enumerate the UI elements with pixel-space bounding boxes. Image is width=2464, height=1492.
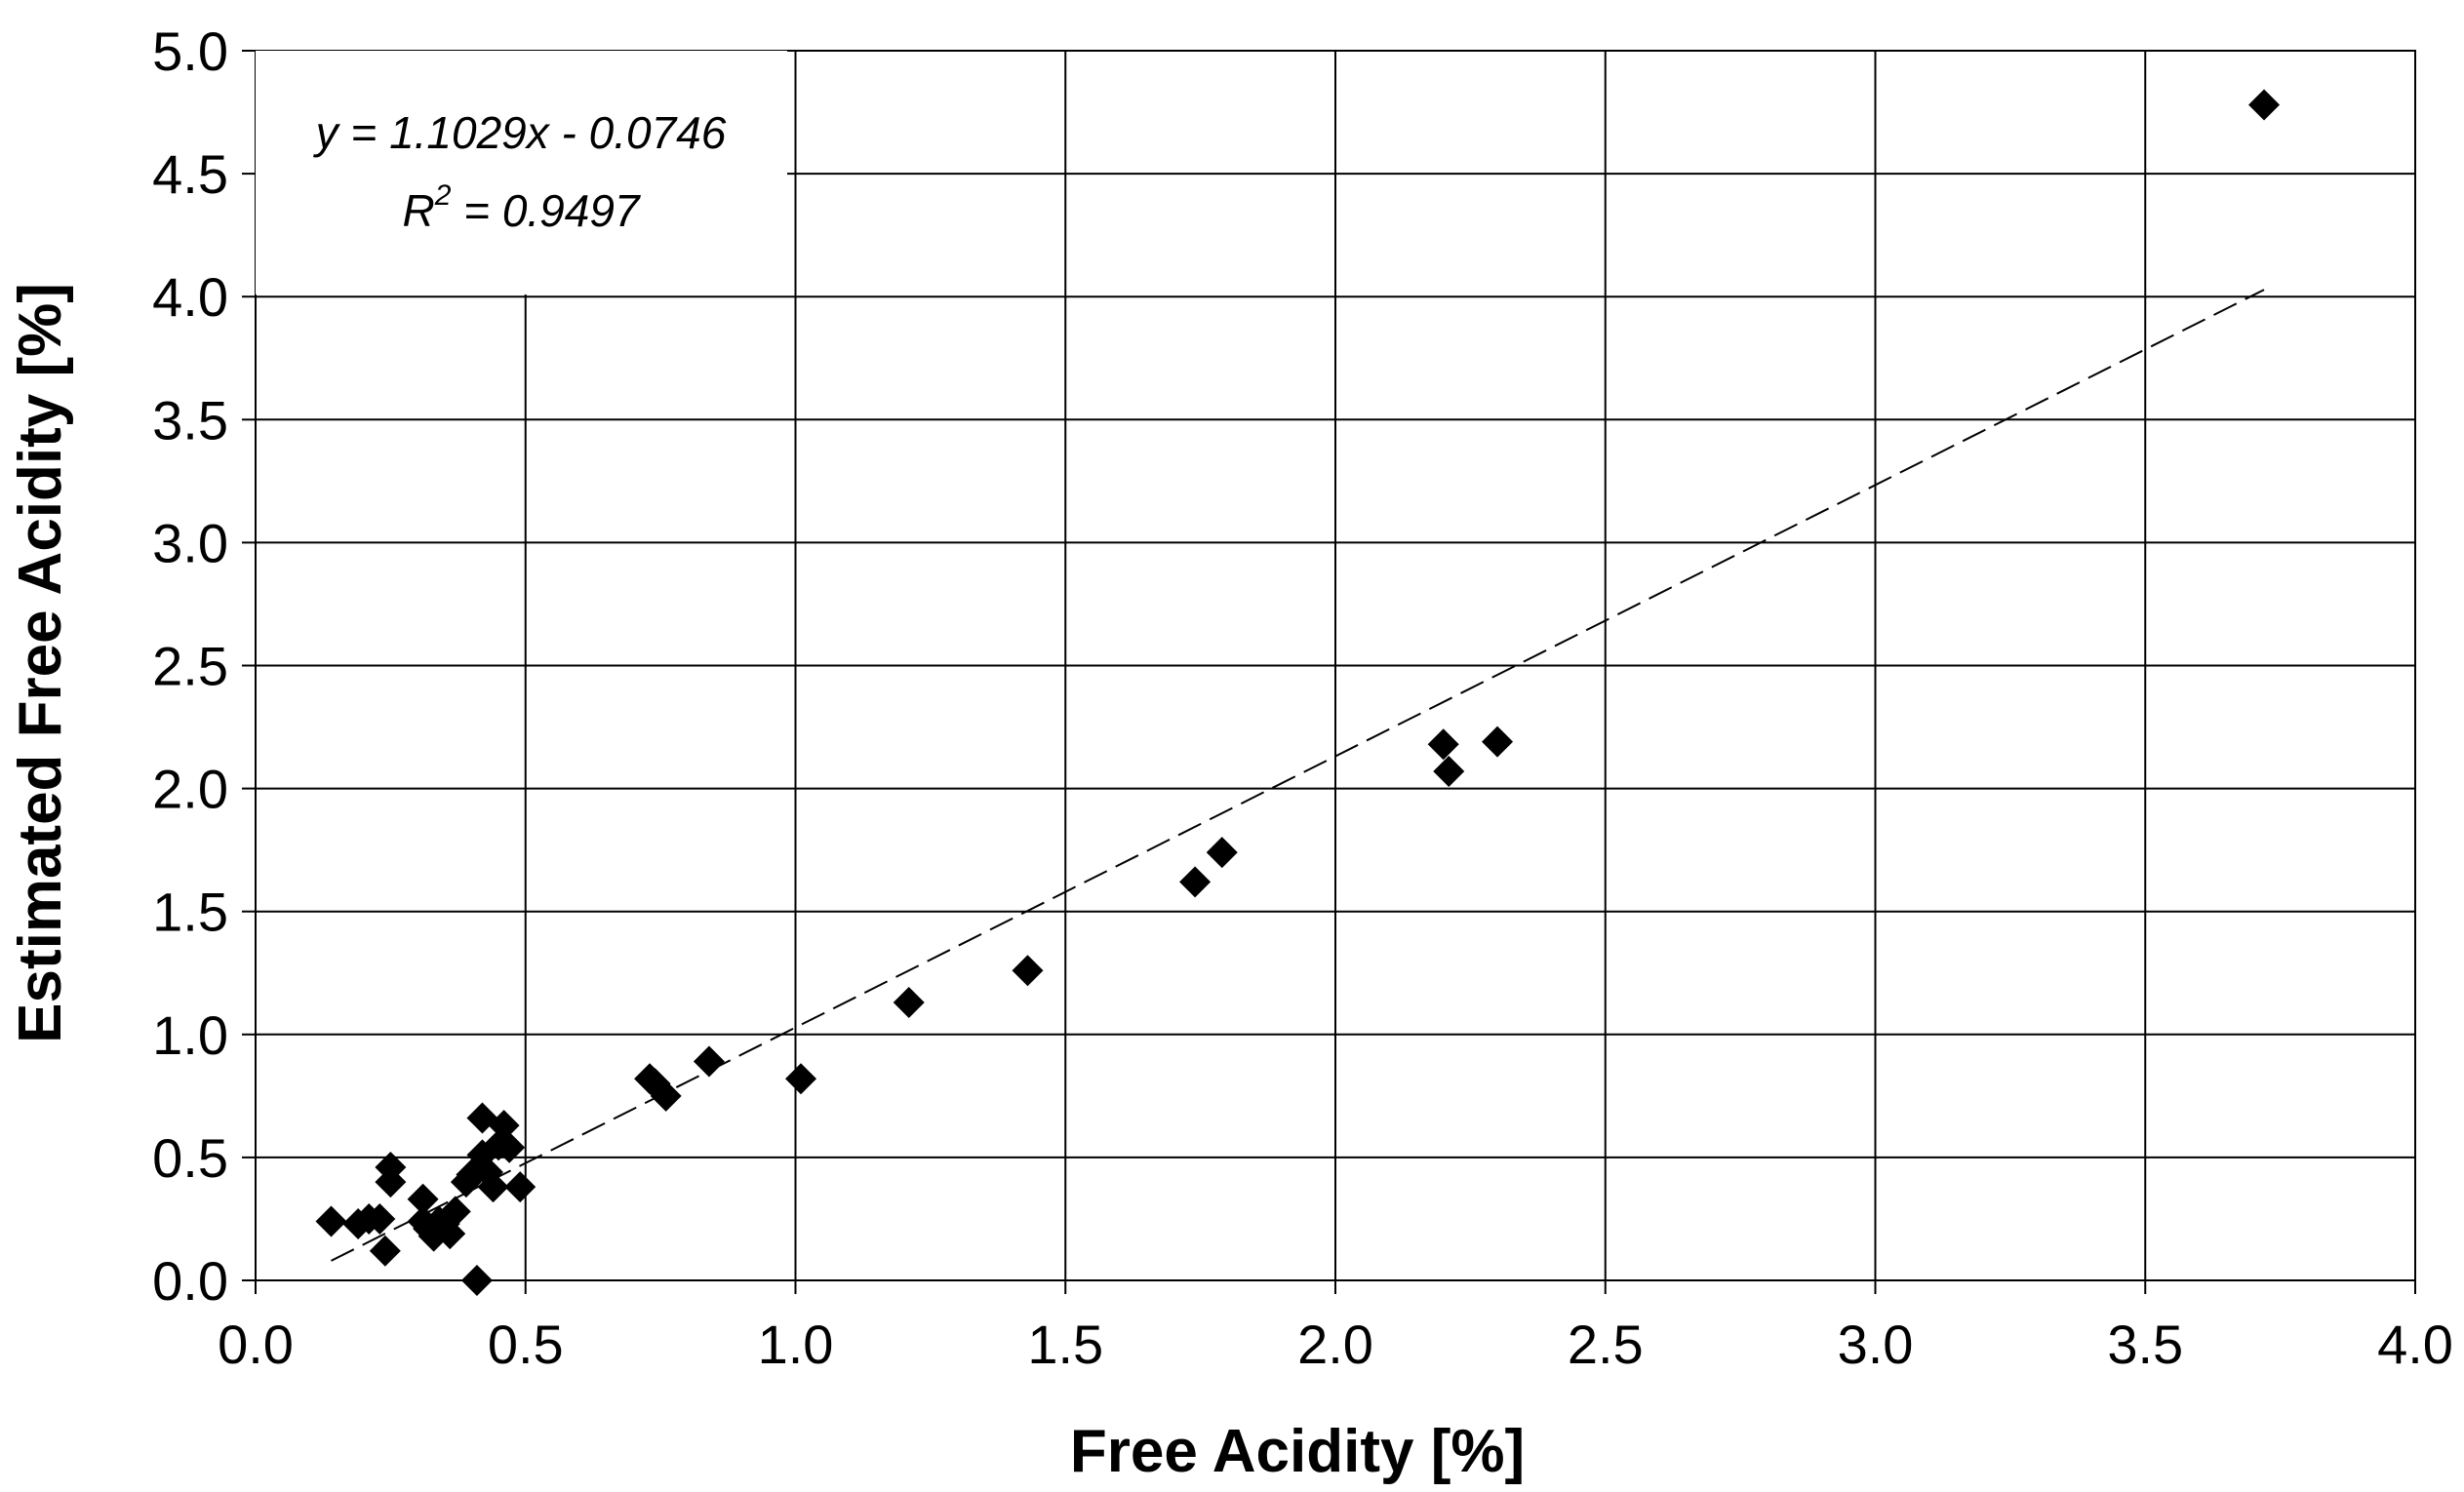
data-point	[693, 1045, 725, 1078]
x-axis-tick-labels: 0.0 0.5 1.0 1.5 2.0 2.5 3.0 3.5 4.0	[218, 1314, 2453, 1375]
y-tick-label: 4.5	[152, 143, 228, 205]
y-axis-tick-labels: 0.0 0.5 1.0 1.5 2.0 2.5 3.0 3.5 4.0 4.5 5.0	[152, 20, 228, 1312]
y-tick-label: 3.5	[152, 389, 228, 451]
regression-equation: y = 1.1029x - 0.0746	[313, 107, 727, 158]
x-tick-label: 1.0	[758, 1314, 834, 1375]
x-tick-label: 3.0	[1838, 1314, 1914, 1375]
y-tick-label: 5.0	[152, 20, 228, 82]
data-point	[1427, 728, 1459, 761]
data-point	[460, 1265, 493, 1296]
data-point	[369, 1235, 401, 1267]
r-squared-symbol: R	[402, 185, 434, 236]
x-tick-label: 0.5	[488, 1314, 564, 1375]
x-tick-label: 1.5	[1027, 1314, 1103, 1375]
x-tick-label: 3.5	[2107, 1314, 2183, 1375]
grid-lines	[256, 51, 2415, 1280]
x-tick-label: 2.5	[1568, 1314, 1644, 1375]
x-axis-title: Free Acidity [%]	[1070, 1418, 1525, 1485]
data-point	[650, 1080, 682, 1112]
data-point	[785, 1063, 817, 1095]
data-point	[1433, 755, 1465, 787]
data-point	[893, 987, 925, 1019]
y-tick-label: 1.0	[152, 1004, 228, 1066]
data-point	[375, 1166, 407, 1198]
data-point	[407, 1183, 439, 1215]
data-point	[504, 1171, 537, 1203]
data-point	[488, 1110, 520, 1142]
data-point	[434, 1218, 466, 1250]
y-tick-label: 0.0	[152, 1250, 228, 1312]
x-tick-label: 0.0	[218, 1314, 294, 1375]
data-points	[315, 89, 2281, 1296]
data-point	[315, 1205, 347, 1237]
axis-ticks	[242, 50, 2416, 1294]
data-point	[494, 1131, 526, 1163]
data-point	[1012, 955, 1044, 987]
data-point	[477, 1171, 509, 1203]
y-axis-title: Estimated Free Acidity [%]	[7, 283, 74, 1043]
data-point	[1206, 837, 1238, 869]
data-point	[364, 1202, 396, 1235]
x-tick-label: 4.0	[2377, 1314, 2453, 1375]
y-tick-label: 3.0	[152, 512, 228, 573]
data-point	[1179, 866, 1212, 898]
y-tick-label: 0.5	[152, 1127, 228, 1189]
x-tick-label: 2.0	[1297, 1314, 1373, 1375]
trend-line	[331, 289, 2265, 1262]
r-squared-value: = 0.9497	[451, 185, 641, 236]
equation-box	[256, 51, 787, 294]
data-point	[1482, 726, 1514, 758]
data-point	[2248, 89, 2281, 121]
y-tick-label: 2.5	[152, 636, 228, 697]
data-point	[439, 1196, 471, 1228]
y-tick-label: 1.5	[152, 882, 228, 943]
r-squared-label: R2 = 0.9497	[402, 179, 640, 236]
y-tick-label: 2.0	[152, 759, 228, 820]
r-squared-superscript: 2	[434, 179, 452, 212]
y-tick-label: 4.0	[152, 266, 228, 328]
